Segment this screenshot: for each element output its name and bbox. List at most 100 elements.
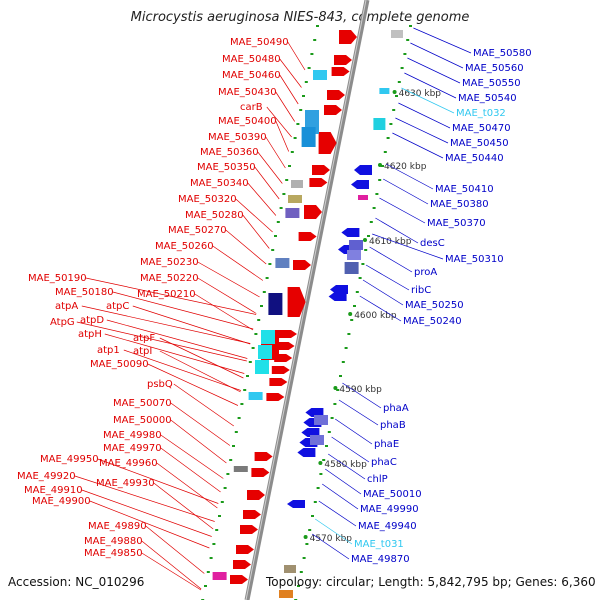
kbp-tick-label: 4600 kbp <box>354 311 397 321</box>
track-dot <box>265 277 269 279</box>
gene-label-left: MAE_49850 <box>84 548 143 559</box>
gene-arrow <box>236 545 254 554</box>
track-dot <box>392 109 396 111</box>
track-dot <box>389 123 393 125</box>
leader-line-left <box>147 363 239 406</box>
track-dot <box>383 151 387 153</box>
gene-box <box>255 360 269 374</box>
gene-label-right: MAE_50450 <box>450 138 509 149</box>
kbp-tick-mark <box>378 163 382 167</box>
gene-label-left: MAE_49950 <box>40 454 99 465</box>
leader-line-left <box>265 136 286 169</box>
gene-arrow <box>327 90 345 100</box>
gene-arrow <box>324 105 342 115</box>
gene-label-right: MAE_50240 <box>403 316 462 327</box>
gene-label-left: atpA <box>55 301 78 312</box>
leader-line-left <box>279 58 302 88</box>
gene-arrow <box>328 292 347 301</box>
track-dot <box>246 375 249 377</box>
leader-line-right <box>413 27 472 54</box>
track-dot <box>220 501 224 503</box>
track-dot <box>305 543 309 545</box>
genome-axis-highlight <box>245 0 367 600</box>
gene-label-left: MAE_49970 <box>103 443 162 454</box>
gene-box <box>358 195 368 200</box>
gene-arrow <box>293 260 311 270</box>
gene-label-left: MAE_50220 <box>140 273 199 284</box>
leader-line-right <box>369 246 413 273</box>
track-dot <box>218 515 221 517</box>
gene-arrow <box>269 378 288 386</box>
gene-label-left: MAE_50340 <box>190 178 249 189</box>
gene-box <box>313 70 327 80</box>
track-dot <box>369 221 373 223</box>
gene-arrow <box>279 330 297 338</box>
gene-label-left: atpI <box>133 346 152 357</box>
track-dot <box>395 95 398 97</box>
kbp-tick-mark <box>392 90 397 94</box>
gene-arrow <box>251 468 270 477</box>
gene-arrow <box>339 30 357 44</box>
genome-axis <box>244 0 370 600</box>
track-dot <box>409 25 412 27</box>
leader-line-left <box>266 106 292 138</box>
track-dot <box>316 25 319 27</box>
leader-line-left <box>160 434 224 479</box>
gene-arrow <box>298 232 317 241</box>
track-dot <box>212 543 216 545</box>
leader-line-right <box>342 382 382 409</box>
gene-box <box>279 590 293 598</box>
gene-label-left: atpC <box>106 301 129 312</box>
kbp-tick-mark <box>363 238 367 242</box>
leader-line-right <box>404 72 457 99</box>
leader-line-left <box>76 321 247 362</box>
leader-line-left <box>97 458 219 504</box>
leader-line-right <box>375 217 419 244</box>
gene-label-left: MAE_50460 <box>222 70 281 81</box>
kbp-tick-label: 4590 kbp <box>339 385 382 395</box>
track-dot <box>290 151 294 153</box>
page-title: Microcystis aeruginosa NIES-843, complet… <box>130 10 470 25</box>
leader-line-left <box>141 540 202 590</box>
leader-line-left <box>104 333 245 374</box>
track-dot <box>316 487 320 489</box>
gene-box <box>291 180 303 188</box>
track-dot <box>330 417 334 419</box>
leader-line-left <box>279 74 299 105</box>
leader-line-left <box>194 293 254 331</box>
gene-label-right: proA <box>414 267 437 278</box>
leader-line-right <box>328 453 366 480</box>
leader-line-right <box>312 533 350 560</box>
track-dot <box>234 431 238 433</box>
gene-label-right: phaA <box>383 403 409 414</box>
gene-label-right: MAE_50470 <box>452 123 511 134</box>
kbp-tick-mark <box>318 461 323 465</box>
topology-text: Topology: circular; Length: 5,842,795 bp… <box>266 575 596 589</box>
gene-label-left: MAE_50270 <box>168 225 227 236</box>
gene-arrow <box>243 510 261 519</box>
leader-line-right <box>379 197 426 224</box>
track-dot <box>257 319 261 321</box>
gene-label-right: phaC <box>371 457 397 468</box>
track-dot <box>336 389 340 391</box>
track-dot <box>313 501 317 503</box>
track-dot <box>310 53 314 55</box>
track-dot <box>229 459 233 461</box>
kbp-tick-label: 4580 kbp <box>324 460 367 470</box>
track-dot <box>260 305 263 307</box>
gene-arrow <box>271 366 290 374</box>
kbp-tick-mark <box>348 312 353 316</box>
leader-line-left <box>81 305 251 344</box>
leader-line-left <box>81 489 212 537</box>
gene-label-right: MAE_49940 <box>358 521 417 532</box>
track-dot <box>262 291 266 293</box>
gene-box <box>284 565 296 573</box>
leader-line-left <box>225 229 267 265</box>
kbp-tick-label: 4610 kbp <box>369 237 412 247</box>
track-dot <box>308 529 312 531</box>
gene-label-left: MAE_50000 <box>113 415 172 426</box>
gene-box <box>248 392 263 400</box>
leader-line-right <box>318 500 357 527</box>
gene-label-right: desC <box>420 238 445 249</box>
leader-line-left <box>170 419 227 464</box>
